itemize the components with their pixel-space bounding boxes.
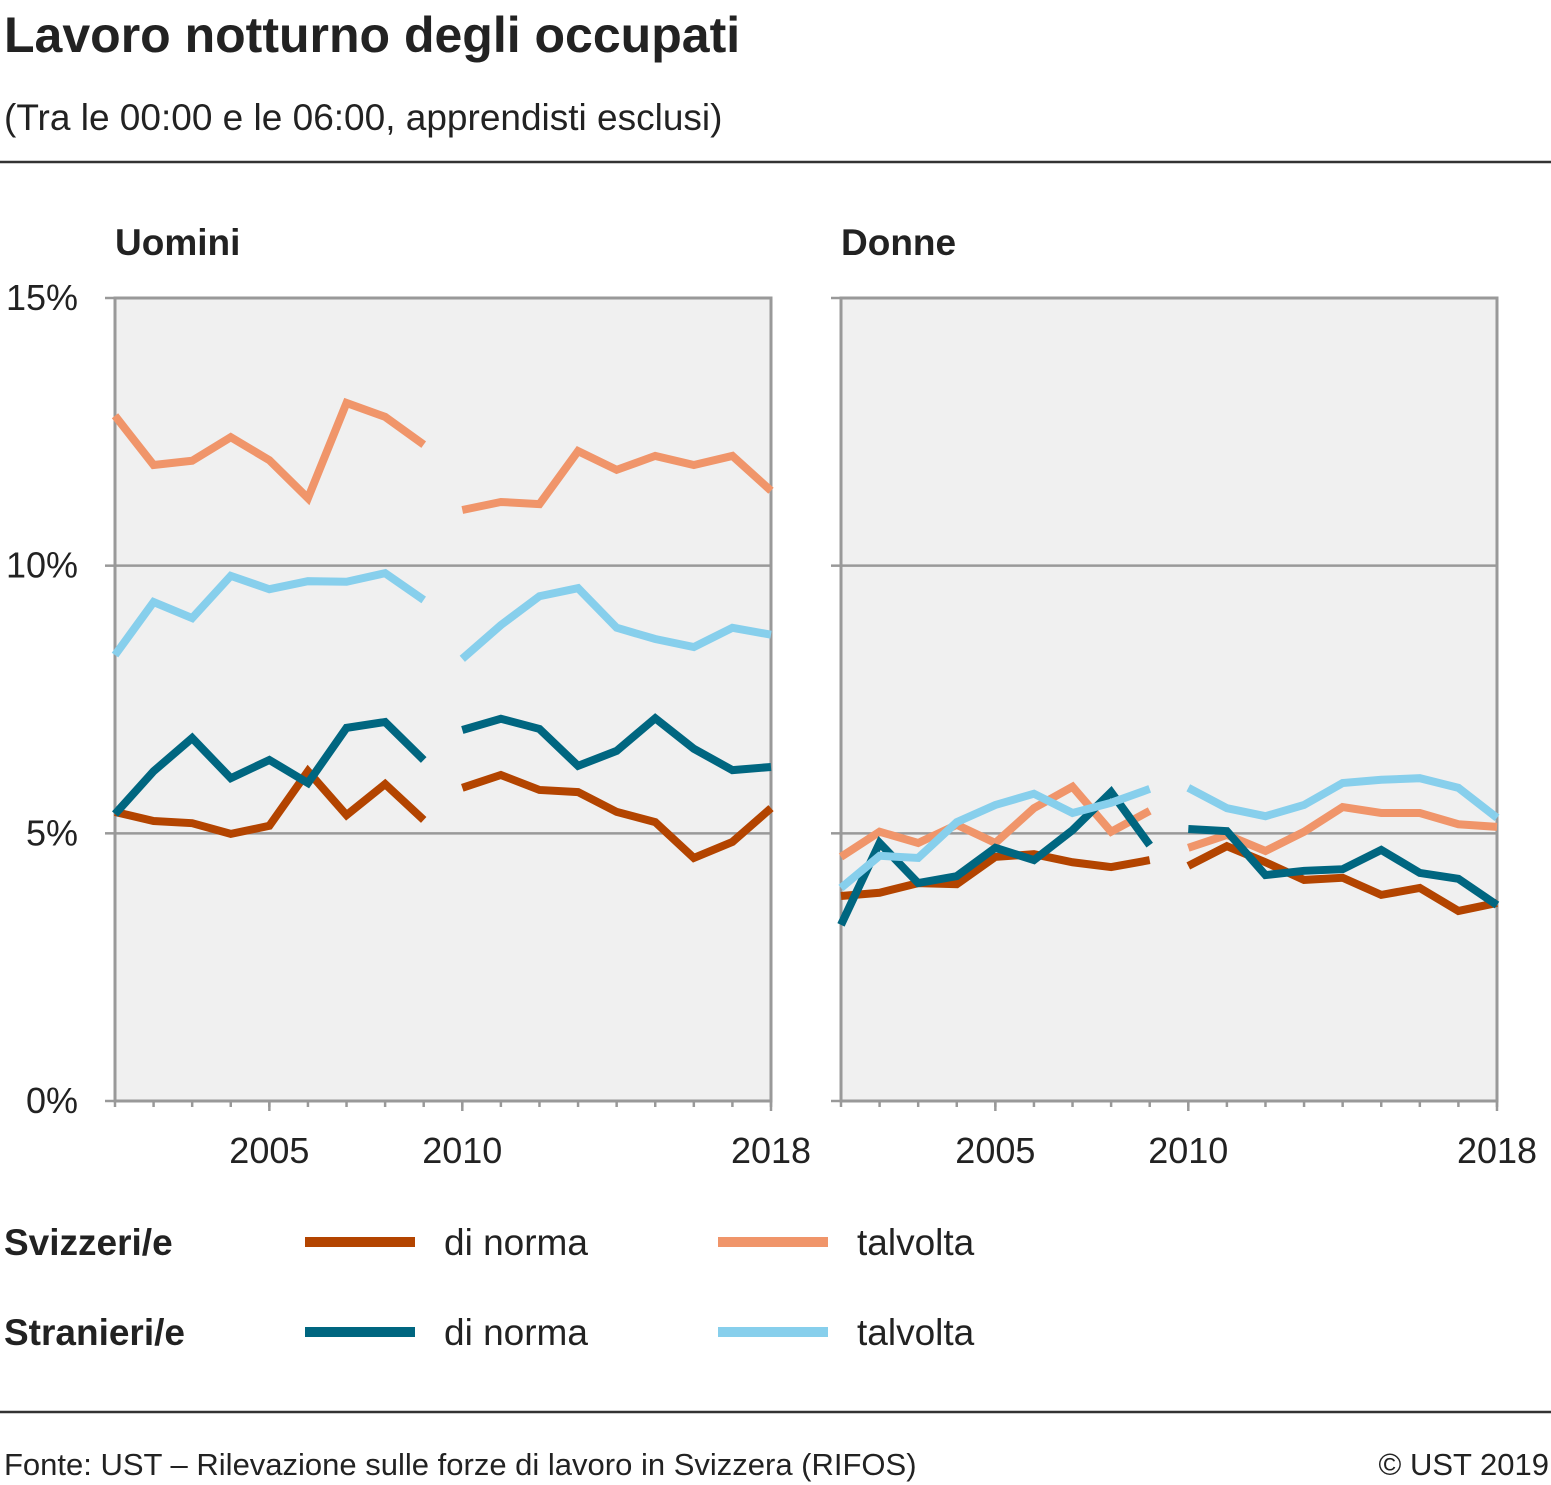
series-line — [838, 774, 1500, 892]
legend-label: talvolta — [857, 1222, 975, 1263]
x-tick-label: 2005 — [229, 1130, 309, 1171]
plot-frame — [113, 296, 773, 1103]
x-tick-label: 2018 — [1457, 1130, 1537, 1171]
plot-background — [115, 298, 771, 1101]
title: Lavoro notturno degli occupati — [4, 7, 740, 63]
subtitle: (Tra le 00:00 e le 06:00, apprendisti es… — [4, 97, 722, 138]
panel-title: Uomini — [115, 222, 240, 263]
legend-label: talvolta — [857, 1312, 975, 1353]
legend-label: di norma — [444, 1312, 588, 1353]
y-tick-label: 0% — [26, 1080, 78, 1121]
y-tick-label: 15% — [6, 277, 78, 318]
legend-group-label: Stranieri/e — [4, 1312, 185, 1353]
series-line — [112, 713, 772, 817]
panel-title: Donne — [841, 222, 956, 263]
x-tick-label: 2010 — [1148, 1130, 1228, 1171]
plot-frame — [839, 296, 1499, 1103]
x-tick-label: 2010 — [422, 1130, 502, 1171]
x-tick-label: 2005 — [955, 1130, 1035, 1171]
y-tick-label: 10% — [6, 545, 78, 586]
series-line — [111, 397, 774, 514]
legend-group-label: Svizzeri/e — [4, 1222, 173, 1263]
series-line — [114, 764, 774, 863]
legend-label: di norma — [444, 1222, 588, 1263]
x-tick-label: 2018 — [731, 1130, 811, 1171]
source: Fonte: UST – Rilevazione sulle forze di … — [4, 1447, 917, 1482]
plot-background — [841, 298, 1497, 1101]
series-line — [111, 568, 772, 662]
y-tick-label: 5% — [26, 812, 78, 853]
copyright: © UST 2019 — [1379, 1447, 1549, 1482]
